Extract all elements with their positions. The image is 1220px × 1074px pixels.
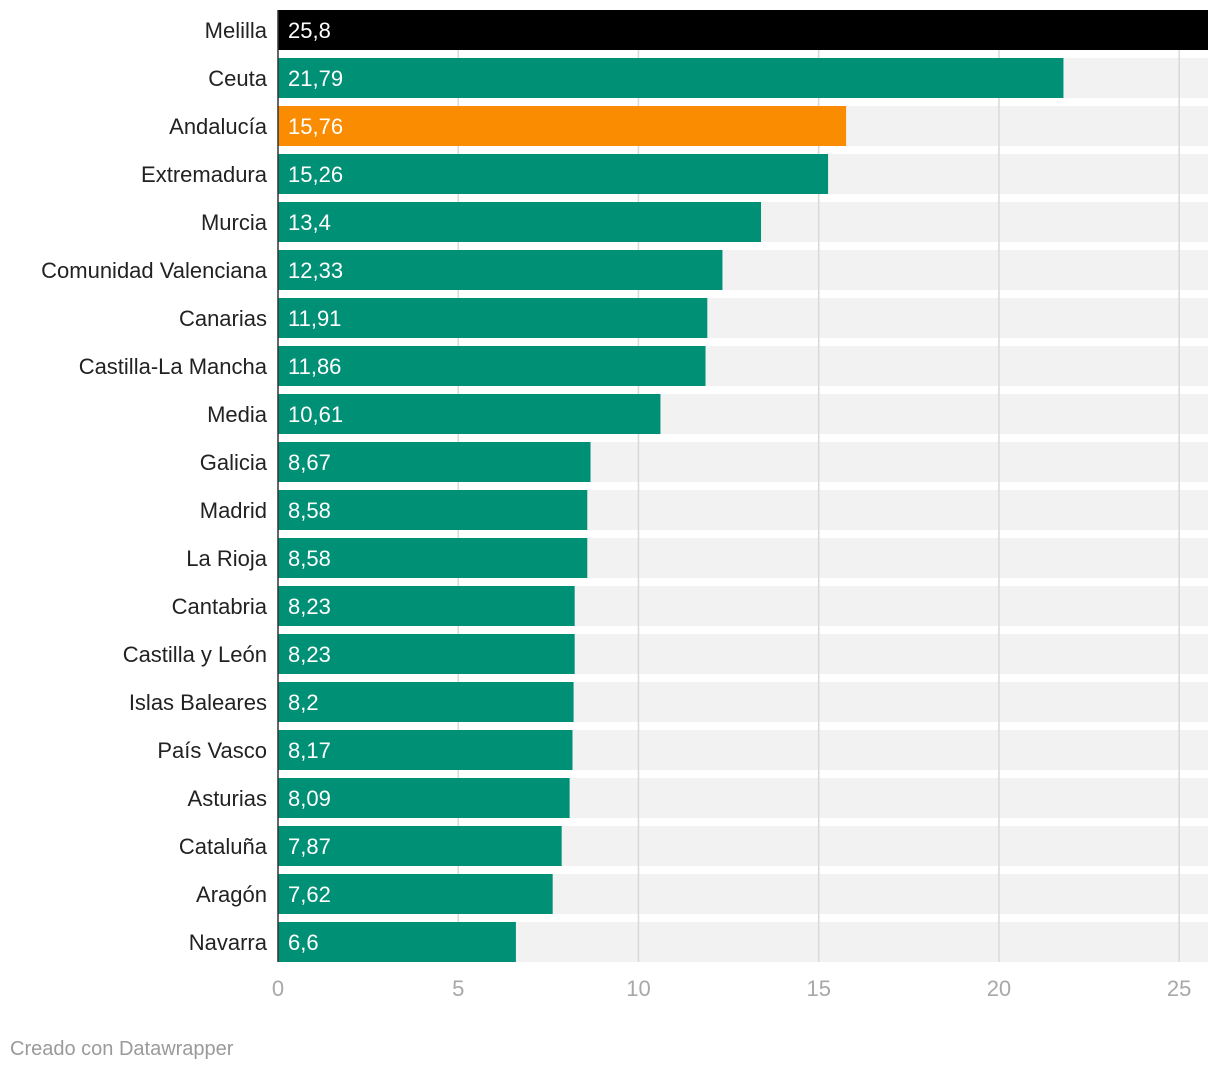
category-label: Ceuta: [208, 66, 267, 91]
category-label: País Vasco: [157, 738, 267, 763]
bar: [278, 202, 762, 242]
value-label: 21,79: [288, 66, 343, 91]
bar: [278, 586, 575, 626]
value-label: 11,86: [288, 354, 341, 379]
x-axis: 0 5 10 15 20 25: [272, 10, 1191, 1001]
value-label: 7,87: [288, 834, 331, 859]
bar: [278, 58, 1064, 98]
bar: [278, 250, 723, 290]
category-label: Extremadura: [141, 162, 268, 187]
category-label: Galicia: [200, 450, 268, 475]
bar: [278, 346, 706, 386]
bar: [278, 490, 588, 530]
credit-footer: Creado con Datawrapper: [10, 1038, 234, 1060]
category-label: Navarra: [189, 930, 268, 955]
value-label: 8,58: [288, 546, 331, 571]
value-label: 25,8: [288, 18, 331, 43]
value-label: 12,33: [288, 258, 343, 283]
grid-lines: [457, 10, 1180, 962]
x-tick-label: 25: [1167, 976, 1191, 1001]
value-label: 8,23: [288, 594, 331, 619]
value-label: 8,17: [288, 738, 331, 763]
category-label: Castilla-La Mancha: [79, 354, 268, 379]
category-label: Islas Baleares: [129, 690, 267, 715]
bar-tracks: [278, 10, 1208, 962]
bar: [278, 634, 575, 674]
bar: [278, 394, 661, 434]
value-label: 8,23: [288, 642, 331, 667]
bar: [278, 730, 573, 770]
value-label: 15,26: [288, 162, 343, 187]
x-tick-label: 5: [452, 976, 464, 1001]
category-label: Madrid: [200, 498, 267, 523]
bar: [278, 538, 588, 578]
category-label: Melilla: [205, 18, 268, 43]
category-label: Castilla y León: [123, 642, 267, 667]
value-label: 8,58: [288, 498, 331, 523]
category-label: Cataluña: [179, 834, 268, 859]
bar: [278, 154, 829, 194]
bar: [278, 922, 516, 962]
bar: [278, 10, 1208, 50]
x-tick-label: 20: [987, 976, 1011, 1001]
value-label: 13,4: [288, 210, 331, 235]
category-label: Aragón: [196, 882, 267, 907]
bar: [278, 826, 562, 866]
x-tick-label: 15: [806, 976, 830, 1001]
value-label: 8,09: [288, 786, 331, 811]
value-label: 10,61: [288, 402, 343, 427]
category-label: Murcia: [201, 210, 268, 235]
category-labels: Melilla Ceuta Andalucía Extremadura Murcia Co…: [41, 18, 268, 955]
value-label: 7,62: [288, 882, 331, 907]
category-label: Andalucía: [169, 114, 268, 139]
category-label: Cantabria: [172, 594, 268, 619]
category-label: Asturias: [188, 786, 267, 811]
category-label: Canarias: [179, 306, 267, 331]
value-label: 8,2: [288, 690, 319, 715]
category-label: Media: [207, 402, 268, 427]
value-label: 11,91: [288, 306, 341, 331]
bar: [278, 778, 570, 818]
bar: [278, 442, 591, 482]
category-label: La Rioja: [186, 546, 267, 571]
value-labels: 25,8 21,79 15,76 15,26 13,4 12,33 11,91 11,86 10…: [288, 18, 343, 955]
bar: [278, 682, 574, 722]
bar: [278, 874, 553, 914]
value-label: 15,76: [288, 114, 343, 139]
bars: [278, 10, 1208, 962]
x-tick-label: 0: [272, 976, 284, 1001]
bar: [278, 106, 847, 146]
x-tick-label: 10: [626, 976, 650, 1001]
bar: [278, 298, 708, 338]
value-label: 8,67: [288, 450, 331, 475]
value-label: 6,6: [288, 930, 319, 955]
category-label: Comunidad Valenciana: [41, 258, 268, 283]
